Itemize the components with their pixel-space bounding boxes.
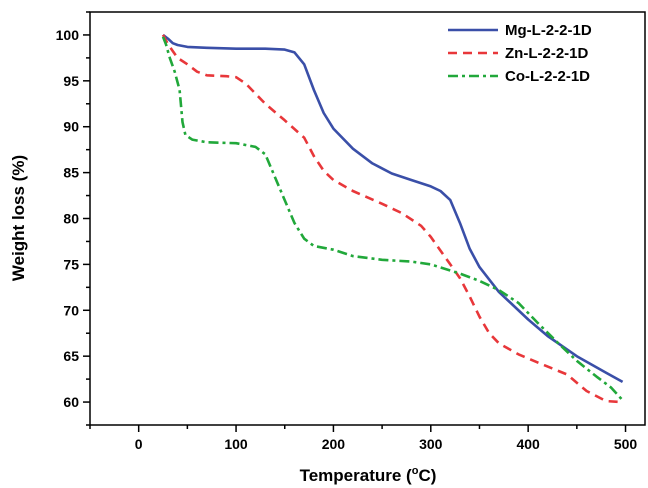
- y-tick-label: 90: [63, 119, 79, 135]
- x-axis-title-text: Temperature (: [300, 466, 412, 485]
- y-tick-label: 80: [63, 211, 79, 227]
- y-tick-label: 95: [63, 73, 79, 89]
- legend-label-3: Co-L-2-2-1D: [505, 68, 590, 85]
- axis-ticks: 0 100 200 300 400 500 60 65 70 75 80 85 90 95 100: [56, 11, 638, 452]
- x-tick-label: 0: [135, 436, 143, 452]
- x-axis-title-superscript: o: [412, 465, 419, 477]
- x-tick-label: 400: [516, 436, 540, 452]
- x-tick-label: 500: [614, 436, 638, 452]
- series-group: [161, 33, 624, 404]
- y-tick-label: 100: [56, 27, 80, 43]
- legend-label-2: Zn-L-2-2-1D: [505, 45, 588, 62]
- legend: Mg-L-2-2-1D Zn-L-2-2-1D Co-L-2-2-1D: [448, 22, 592, 85]
- series-line-1: [162, 33, 624, 384]
- y-tick-label: 65: [63, 348, 79, 364]
- series-line-3: [161, 36, 624, 402]
- x-tick-label: 200: [322, 436, 346, 452]
- y-tick-label: 60: [63, 394, 79, 410]
- y-tick-label: 70: [63, 302, 79, 318]
- y-tick-label: 85: [63, 165, 79, 181]
- y-axis-title: Weight loss (%): [9, 155, 28, 281]
- x-tick-label: 300: [419, 436, 443, 452]
- legend-label-1: Mg-L-2-2-1D: [505, 22, 592, 39]
- y-tick-label: 75: [63, 256, 79, 272]
- x-tick-label: 100: [224, 436, 248, 452]
- x-axis-title: Temperature (oC): [300, 465, 437, 485]
- x-axis-title-unit: C): [418, 466, 436, 485]
- series-line-2: [161, 34, 623, 404]
